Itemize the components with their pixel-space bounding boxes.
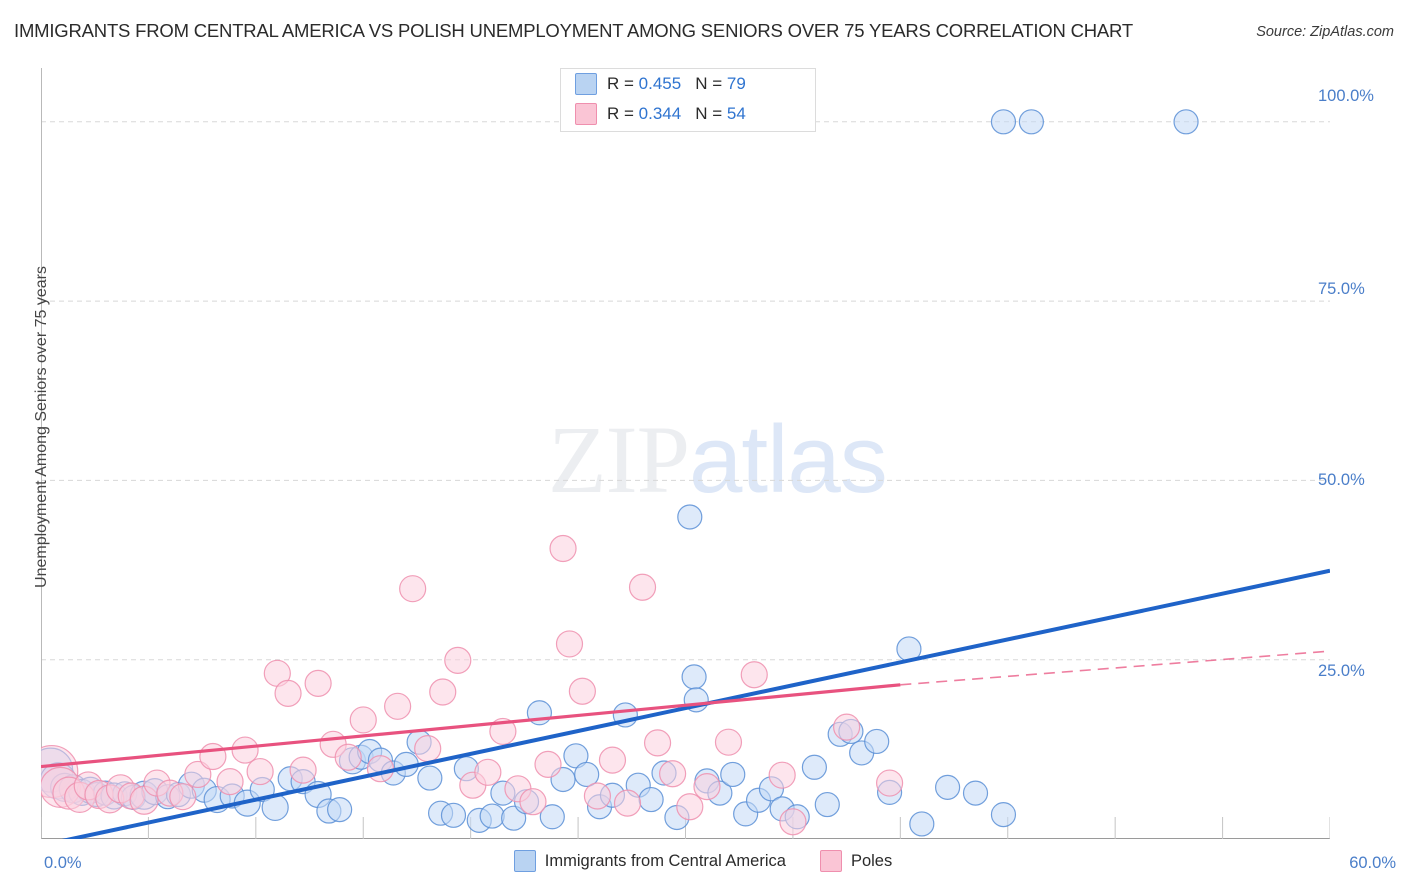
stat-text-pink: R = 0.344 N = 54 bbox=[607, 104, 746, 124]
n-value-pink: 54 bbox=[726, 104, 746, 123]
legend-swatch-pink bbox=[575, 103, 597, 125]
scatter-point bbox=[962, 780, 989, 806]
r-value-pink: 0.344 bbox=[638, 104, 682, 123]
scatter-point bbox=[414, 735, 442, 763]
scatter-point bbox=[628, 573, 657, 601]
scatter-point bbox=[768, 761, 796, 789]
scatter-point bbox=[740, 661, 768, 689]
scatter-point bbox=[474, 758, 502, 786]
scatter-point bbox=[184, 760, 212, 789]
scatter-point bbox=[216, 768, 244, 796]
scatter-point bbox=[909, 811, 935, 837]
scatter-point bbox=[289, 756, 317, 784]
scatter-point bbox=[720, 761, 746, 788]
scatter-point bbox=[638, 786, 664, 813]
r-value-blue: 0.455 bbox=[638, 74, 682, 93]
scatter-point bbox=[779, 808, 807, 836]
scatter-svg bbox=[41, 68, 1330, 839]
stat-text-blue: R = 0.455 N = 79 bbox=[607, 74, 746, 94]
scatter-point bbox=[875, 769, 904, 797]
legend-item-immigrants[interactable]: Immigrants from Central America bbox=[513, 850, 786, 872]
legend-item-poles[interactable]: Poles bbox=[819, 850, 893, 872]
scatter-point bbox=[613, 789, 642, 817]
series-swatch-pink bbox=[819, 850, 842, 872]
scatter-point bbox=[801, 754, 828, 780]
scatter-point bbox=[479, 803, 505, 829]
scatter-point bbox=[568, 677, 596, 705]
scatter-point bbox=[549, 534, 577, 563]
x-tick-label-max: 60.0% bbox=[1349, 854, 1396, 872]
scatter-point bbox=[563, 743, 589, 769]
scatter-point bbox=[519, 788, 547, 816]
scatter-point bbox=[274, 679, 302, 708]
y-axis-title: Unemployment Among Seniors over 75 years bbox=[33, 266, 50, 588]
scatter-point bbox=[1173, 109, 1199, 135]
series-swatch-blue bbox=[513, 850, 536, 872]
scatter-point bbox=[534, 750, 562, 779]
scatter-point bbox=[429, 678, 457, 706]
stat-row-blue: R = 0.455 N = 79 bbox=[561, 69, 815, 99]
scatter-point bbox=[990, 109, 1017, 135]
series-label-pink: Poles bbox=[850, 851, 893, 870]
n-label-pink: N = bbox=[695, 104, 727, 123]
scatter-point bbox=[833, 713, 861, 741]
data-points bbox=[41, 109, 1199, 837]
trend-line-pink-solid bbox=[41, 683, 901, 769]
scatter-point bbox=[693, 773, 721, 801]
scatter-point bbox=[366, 755, 395, 783]
scatter-point bbox=[304, 669, 332, 697]
chart-title: IMMIGRANTS FROM CENTRAL AMERICA VS POLIS… bbox=[14, 20, 1133, 41]
scatter-point bbox=[334, 743, 362, 771]
scatter-point bbox=[555, 630, 584, 658]
scatter-point bbox=[199, 742, 227, 771]
scatter-point bbox=[231, 736, 259, 764]
scatter-point bbox=[714, 728, 743, 756]
trend-line-pink-dashed bbox=[900, 650, 1330, 686]
scatter-point bbox=[444, 646, 472, 675]
scatter-point bbox=[574, 761, 600, 788]
legend-swatch-blue bbox=[575, 73, 597, 95]
stat-row-pink: R = 0.344 N = 54 bbox=[561, 99, 815, 129]
scatter-point bbox=[814, 791, 840, 818]
y-tick-label-75: 75.0% bbox=[1318, 280, 1365, 298]
scatter-point bbox=[349, 706, 377, 734]
scatter-point bbox=[489, 717, 517, 746]
scatter-point bbox=[934, 774, 961, 800]
scatter-point bbox=[440, 802, 467, 828]
scatter-point bbox=[676, 793, 704, 821]
plot-area: Unemployment Among Seniors over 75 years bbox=[33, 68, 1330, 839]
n-label-blue: N = bbox=[695, 74, 727, 93]
y-tick-label-25: 25.0% bbox=[1318, 662, 1365, 680]
chart-source: Source: ZipAtlas.com bbox=[1256, 24, 1394, 40]
scatter-point bbox=[327, 796, 353, 823]
scatter-point bbox=[399, 575, 427, 603]
scatter-point bbox=[681, 664, 707, 690]
y-tick-label-100: 100.0% bbox=[1318, 87, 1374, 105]
scatter-point bbox=[169, 783, 197, 811]
scatter-point bbox=[659, 760, 687, 788]
scatter-point bbox=[539, 804, 565, 830]
scatter-point bbox=[1018, 109, 1044, 135]
trend-line-blue bbox=[61, 568, 1330, 839]
r-label-blue: R = bbox=[607, 74, 639, 93]
scatter-point bbox=[598, 746, 627, 774]
scatter-point bbox=[990, 802, 1017, 828]
statistics-legend: R = 0.455 N = 79 R = 0.344 N = 54 bbox=[560, 68, 816, 132]
series-legend: Immigrants from Central America Poles bbox=[0, 850, 1406, 872]
scatter-point bbox=[864, 728, 890, 755]
scatter-point bbox=[643, 729, 672, 757]
series-label-blue: Immigrants from Central America bbox=[544, 851, 786, 870]
scatter-point bbox=[384, 692, 412, 720]
y-tick-label-50: 50.0% bbox=[1318, 471, 1365, 489]
x-tick-label-min: 0.0% bbox=[44, 854, 82, 872]
scatter-point bbox=[246, 757, 274, 786]
r-label-pink: R = bbox=[607, 104, 639, 123]
n-value-blue: 79 bbox=[726, 74, 746, 93]
scatter-point bbox=[583, 782, 612, 810]
scatter-point bbox=[677, 504, 703, 530]
scatter-point bbox=[417, 765, 443, 791]
